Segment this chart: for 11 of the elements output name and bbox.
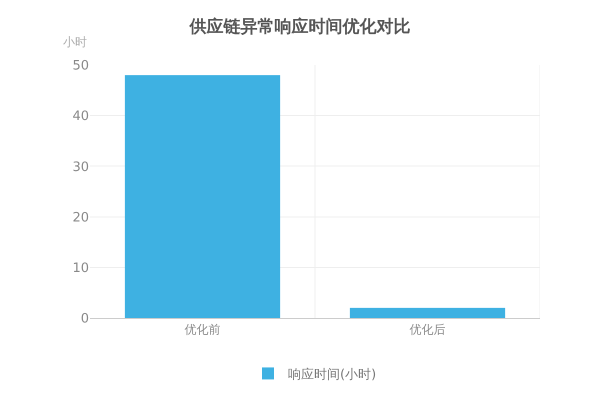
y-tick-label: 30: [72, 160, 89, 175]
x-tick-label: 优化前: [184, 322, 220, 336]
y-axis-title: 小时: [63, 35, 87, 49]
y-tick-label: 50: [72, 58, 89, 74]
chart-title: 供应链异常响应时间优化对比: [188, 16, 410, 37]
x-tick-label: 优化后: [410, 322, 446, 336]
y-tick-label: 10: [72, 260, 89, 276]
y-tick-label: 40: [72, 109, 89, 124]
y-tick-label: 0: [80, 312, 89, 327]
y-tick-label: 20: [72, 210, 89, 226]
legend-label: 响应时间(小时): [288, 366, 376, 382]
